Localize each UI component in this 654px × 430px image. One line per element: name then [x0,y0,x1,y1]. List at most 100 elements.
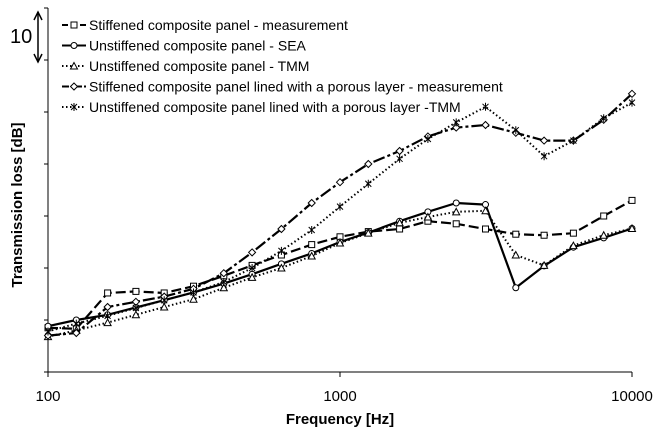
data-point [628,196,636,204]
data-point [540,152,548,161]
series-3 [43,206,637,341]
data-point [539,136,549,145]
data-point [600,114,608,123]
data-point [599,230,609,239]
data-point [600,212,608,220]
data-point [628,98,636,107]
legend-label: Stiffened composite panel - measurement [89,17,348,33]
x-tick-label: 100 [35,388,60,405]
data-point [396,154,403,163]
legend-item: Unstiffened composite panel lined with a… [62,99,461,115]
data-point [395,218,404,227]
scale-bar-label: 10 [10,26,32,48]
legend-label: Unstiffened composite panel - SEA [89,38,307,54]
data-point [277,224,286,234]
data-point [423,212,433,221]
data-point [248,264,256,272]
data-point [44,327,52,336]
data-point [570,136,577,145]
data-point [278,246,285,255]
x-ticks: 100 1000 10000 [35,372,653,405]
data-point [627,223,637,232]
series-line [47,101,633,333]
legend-item: Unstiffened composite panel - SEA [62,38,307,54]
data-point [451,123,461,132]
data-point [189,294,198,303]
data-point [247,248,257,257]
data-point [308,241,316,249]
data-point [364,179,372,188]
data-point [132,304,140,313]
data-point [104,289,112,297]
data-point [395,146,404,156]
data-point [512,284,520,292]
data-point [481,206,490,215]
data-point [481,120,490,130]
data-point [219,283,229,292]
x-tick-label: 1000 [323,388,356,405]
series-4 [43,89,637,340]
data-point [627,89,637,99]
data-point [539,260,549,269]
series-line [47,209,633,338]
legend-label: Unstiffened composite panel lined with a… [89,99,461,115]
legend-label: Stiffened composite panel lined with a p… [89,79,503,95]
legend-item: Stiffened composite panel lined with a p… [62,79,503,95]
data-point [72,328,81,338]
data-point [160,296,168,305]
legend-marker [70,103,78,111]
legend-marker [70,42,78,49]
series-layer [43,89,637,341]
data-point [72,319,80,328]
data-point [131,310,141,319]
series-5 [44,98,636,336]
data-point [159,302,169,311]
data-point [569,241,578,250]
data-point [396,225,404,233]
y-axis-title: Transmission loss [dB] [9,122,26,287]
data-point [512,230,520,238]
x-axis-title: Frequency [Hz] [286,411,394,428]
data-point [482,102,489,111]
legend-marker [69,82,79,91]
data-point [424,135,432,144]
data-point [277,263,286,272]
data-point [540,231,548,239]
scale-bar-arrow-up-icon [33,10,43,21]
data-point [104,311,111,320]
legend-marker [69,61,79,70]
y-ticks [44,7,48,373]
data-point [452,220,460,228]
scale-bar-arrow-down-icon [33,53,43,64]
data-point [103,302,112,312]
legend-label: Unstiffened composite panel - TMM [89,58,309,74]
data-point [482,225,490,233]
data-point [190,288,197,297]
data-point [511,250,521,259]
data-point [569,229,577,237]
data-point [512,126,520,135]
data-point [451,207,461,216]
data-point [335,177,345,187]
data-point [307,198,316,208]
data-point [247,272,257,281]
legend: Stiffened composite panel - measurement U… [62,17,503,115]
data-point [103,318,112,327]
data-point [307,251,317,260]
data-point [336,202,344,211]
scale-bar: 10 [10,10,43,64]
data-point [219,268,229,278]
legend-item: Stiffened composite panel - measurement [62,17,348,33]
data-point [308,226,316,235]
legend-marker [70,21,78,29]
data-point [364,159,373,169]
data-point [452,118,460,127]
data-point [220,278,228,287]
data-point [452,199,460,207]
data-point [335,238,345,247]
data-point [363,228,373,237]
x-tick-label: 10000 [611,388,653,405]
data-point [132,287,140,295]
legend-item: Unstiffened composite panel - TMM [62,58,309,74]
